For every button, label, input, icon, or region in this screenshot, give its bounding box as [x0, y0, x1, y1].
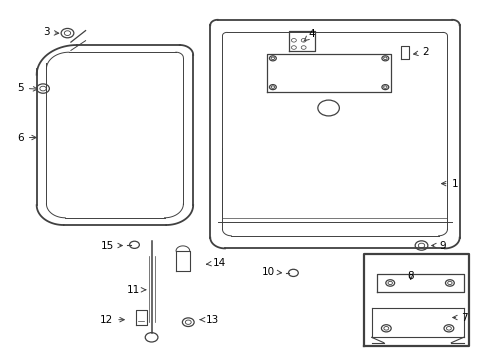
Text: 6: 6	[17, 132, 36, 143]
Text: 5: 5	[17, 83, 38, 93]
Text: 11: 11	[126, 285, 145, 295]
Text: 3: 3	[43, 27, 59, 37]
Text: 15: 15	[101, 240, 122, 251]
Text: 14: 14	[206, 258, 225, 268]
Text: 12: 12	[100, 315, 124, 325]
Text: 4: 4	[303, 29, 315, 41]
Text: 8: 8	[407, 271, 413, 282]
Text: 9: 9	[431, 240, 445, 251]
Text: 13: 13	[200, 315, 219, 325]
Text: 10: 10	[261, 267, 281, 277]
Text: 1: 1	[441, 179, 457, 189]
Text: 2: 2	[413, 47, 428, 57]
Text: 7: 7	[452, 312, 467, 323]
